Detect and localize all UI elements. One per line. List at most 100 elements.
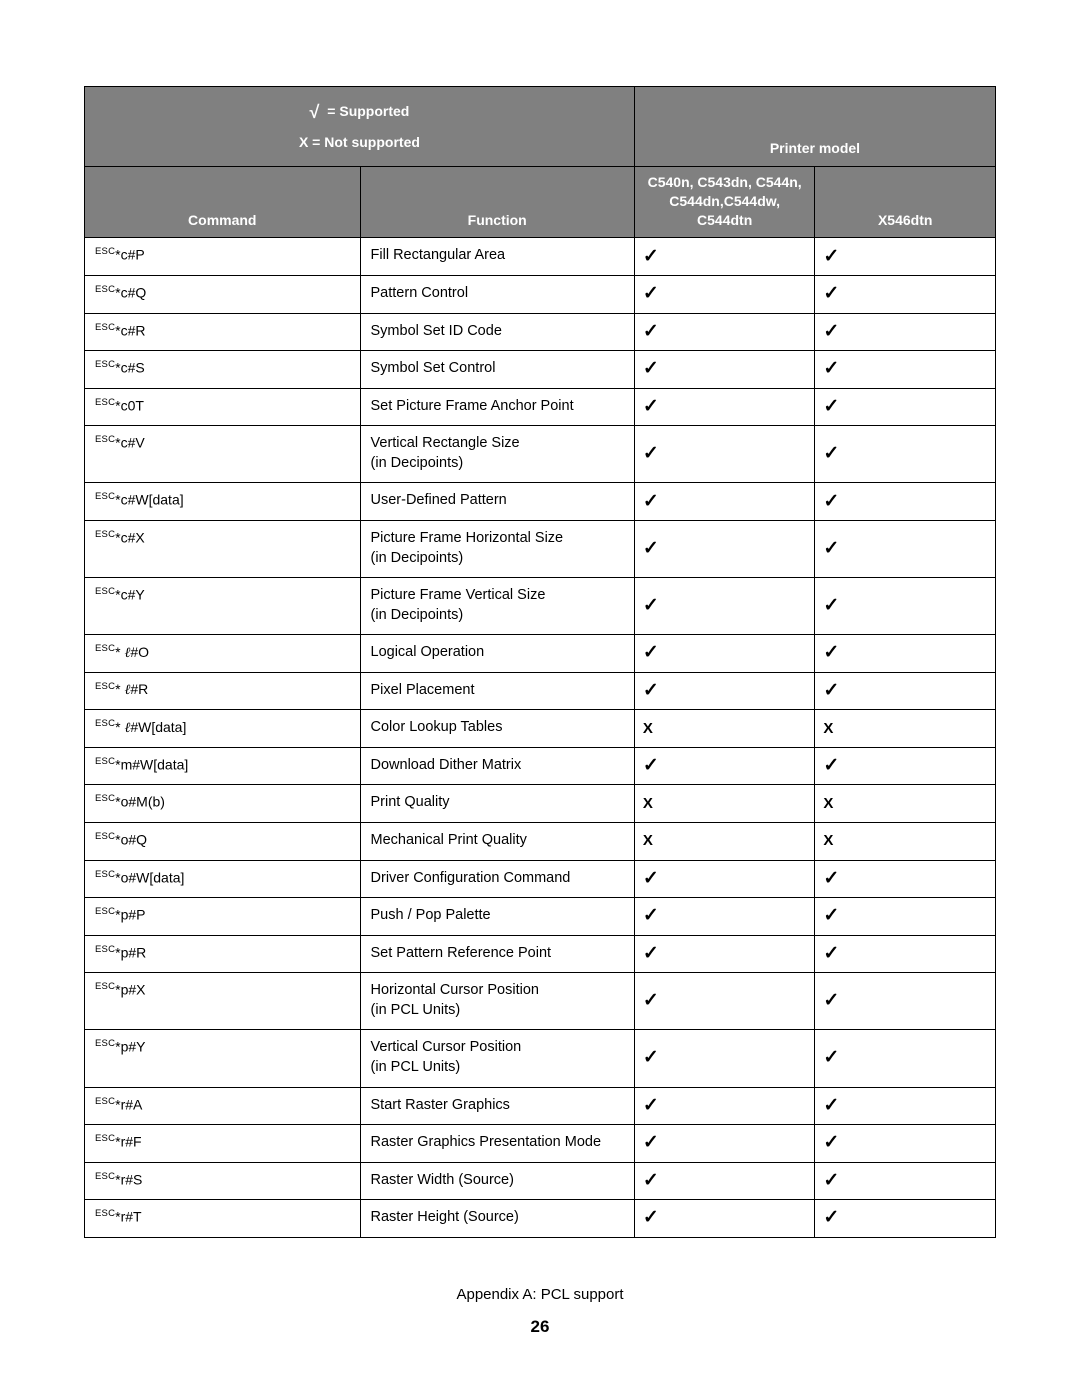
check-icon: ✓ [815, 388, 996, 426]
fn-cell: Fill Rectangular Area [360, 238, 634, 276]
check-icon: ✓ [815, 1125, 996, 1163]
fn-cell: Logical Operation [360, 635, 634, 673]
check-icon: ✓ [815, 747, 996, 785]
table-row: ESC*c#XPicture Frame Horizontal Size(in … [85, 520, 996, 577]
page-number: 26 [84, 1317, 996, 1337]
check-icon: ✓ [634, 1200, 815, 1238]
table-row: ESC*o#QMechanical Print QualityXX [85, 823, 996, 861]
x-icon: X [815, 785, 996, 823]
cmd-cell: ESC*c#V [85, 426, 361, 483]
table-row: ESC*r#AStart Raster Graphics✓✓ [85, 1087, 996, 1125]
check-icon: ✓ [634, 1030, 815, 1087]
fn-cell: Pixel Placement [360, 672, 634, 710]
fn-cell: Driver Configuration Command [360, 860, 634, 898]
check-icon: ✓ [634, 276, 815, 314]
col-model-b: X546dtn [815, 166, 996, 238]
check-icon: ✓ [815, 520, 996, 577]
cmd-cell: ESC*c#X [85, 520, 361, 577]
x-icon: X [815, 710, 996, 748]
cmd-cell: ESC* ℓ#O [85, 635, 361, 673]
cmd-cell: ESC*c#R [85, 313, 361, 351]
check-icon: ✓ [815, 578, 996, 635]
x-icon: X [634, 823, 815, 861]
cmd-cell: ESC*r#S [85, 1162, 361, 1200]
table-row: ESC*c#SSymbol Set Control✓✓ [85, 351, 996, 389]
x-icon: X [815, 823, 996, 861]
cmd-cell: ESC*p#P [85, 898, 361, 936]
check-icon: ✓ [634, 426, 815, 483]
check-icon: ✓ [634, 935, 815, 973]
cmd-cell: ESC*r#T [85, 1200, 361, 1238]
check-icon: ✓ [815, 351, 996, 389]
check-icon: ✓ [634, 388, 815, 426]
cmd-cell: ESC*p#Y [85, 1030, 361, 1087]
legend-not-supported: X = Not supported [299, 134, 420, 150]
fn-cell: User-Defined Pattern [360, 483, 634, 521]
table-row: ESC*c#QPattern Control✓✓ [85, 276, 996, 314]
table-row: ESC*r#TRaster Height (Source)✓✓ [85, 1200, 996, 1238]
cmd-cell: ESC*c0T [85, 388, 361, 426]
fn-cell: Set Pattern Reference Point [360, 935, 634, 973]
fn-cell: Picture Frame Vertical Size(in Decipoint… [360, 578, 634, 635]
check-icon: ✓ [634, 973, 815, 1030]
cmd-cell: ESC*c#P [85, 238, 361, 276]
check-icon: ✓ [815, 426, 996, 483]
x-icon: X [634, 785, 815, 823]
check-icon: ✓ [815, 973, 996, 1030]
check-icon: ✓ [634, 578, 815, 635]
fn-cell: Push / Pop Palette [360, 898, 634, 936]
table-row: ESC*p#YVertical Cursor Position(in PCL U… [85, 1030, 996, 1087]
fn-cell: Raster Height (Source) [360, 1200, 634, 1238]
fn-cell: Vertical Rectangle Size(in Decipoints) [360, 426, 634, 483]
check-icon: ✓ [634, 313, 815, 351]
col-function: Function [360, 166, 634, 238]
fn-cell: Horizontal Cursor Position(in PCL Units) [360, 973, 634, 1030]
fn-cell: Symbol Set Control [360, 351, 634, 389]
col-model-a: C540n, C543dn, C544n, C544dn,C544dw, C54… [634, 166, 815, 238]
check-icon: ✓ [634, 238, 815, 276]
check-icon: ✓ [634, 1125, 815, 1163]
fn-cell: Raster Graphics Presentation Mode [360, 1125, 634, 1163]
cmd-cell: ESC*o#M(b) [85, 785, 361, 823]
footer-caption: Appendix A: PCL support [84, 1286, 996, 1303]
fn-cell: Raster Width (Source) [360, 1162, 634, 1200]
x-icon: X [634, 710, 815, 748]
fn-cell: Start Raster Graphics [360, 1087, 634, 1125]
cmd-cell: ESC*c#Y [85, 578, 361, 635]
check-icon: ✓ [634, 672, 815, 710]
fn-cell: Mechanical Print Quality [360, 823, 634, 861]
check-icon: ✓ [815, 860, 996, 898]
table-row: ESC* ℓ#OLogical Operation✓✓ [85, 635, 996, 673]
check-icon: ✓ [815, 1030, 996, 1087]
fn-cell: Color Lookup Tables [360, 710, 634, 748]
table-row: ESC*p#RSet Pattern Reference Point✓✓ [85, 935, 996, 973]
fn-cell: Set Picture Frame Anchor Point [360, 388, 634, 426]
table-row: ESC*m#W[data]Download Dither Matrix✓✓ [85, 747, 996, 785]
check-icon: ✓ [815, 1087, 996, 1125]
table-row: ESC*o#M(b)Print QualityXX [85, 785, 996, 823]
check-icon: ✓ [634, 483, 815, 521]
fn-cell: Vertical Cursor Position(in PCL Units) [360, 1030, 634, 1087]
col-command: Command [85, 166, 361, 238]
check-icon: ✓ [634, 635, 815, 673]
check-icon: ✓ [815, 1200, 996, 1238]
cmd-cell: ESC* ℓ#R [85, 672, 361, 710]
check-icon: ✓ [634, 520, 815, 577]
table-row: ESC*p#XHorizontal Cursor Position(in PCL… [85, 973, 996, 1030]
cmd-cell: ESC*p#R [85, 935, 361, 973]
fn-cell: Picture Frame Horizontal Size(in Decipoi… [360, 520, 634, 577]
fn-cell: Pattern Control [360, 276, 634, 314]
check-icon: ✓ [634, 898, 815, 936]
table-row: ESC*o#W[data]Driver Configuration Comman… [85, 860, 996, 898]
check-icon: ✓ [815, 898, 996, 936]
check-icon: ✓ [815, 672, 996, 710]
check-icon: ✓ [815, 635, 996, 673]
check-icon: √ [310, 102, 320, 122]
cmd-cell: ESC* ℓ#W[data] [85, 710, 361, 748]
fn-cell: Symbol Set ID Code [360, 313, 634, 351]
check-icon: ✓ [815, 313, 996, 351]
cmd-cell: ESC*p#X [85, 973, 361, 1030]
cmd-cell: ESC*o#W[data] [85, 860, 361, 898]
pcl-support-table: √ = Supported X = Not supported Printer … [84, 86, 996, 1238]
table-row: ESC*r#FRaster Graphics Presentation Mode… [85, 1125, 996, 1163]
